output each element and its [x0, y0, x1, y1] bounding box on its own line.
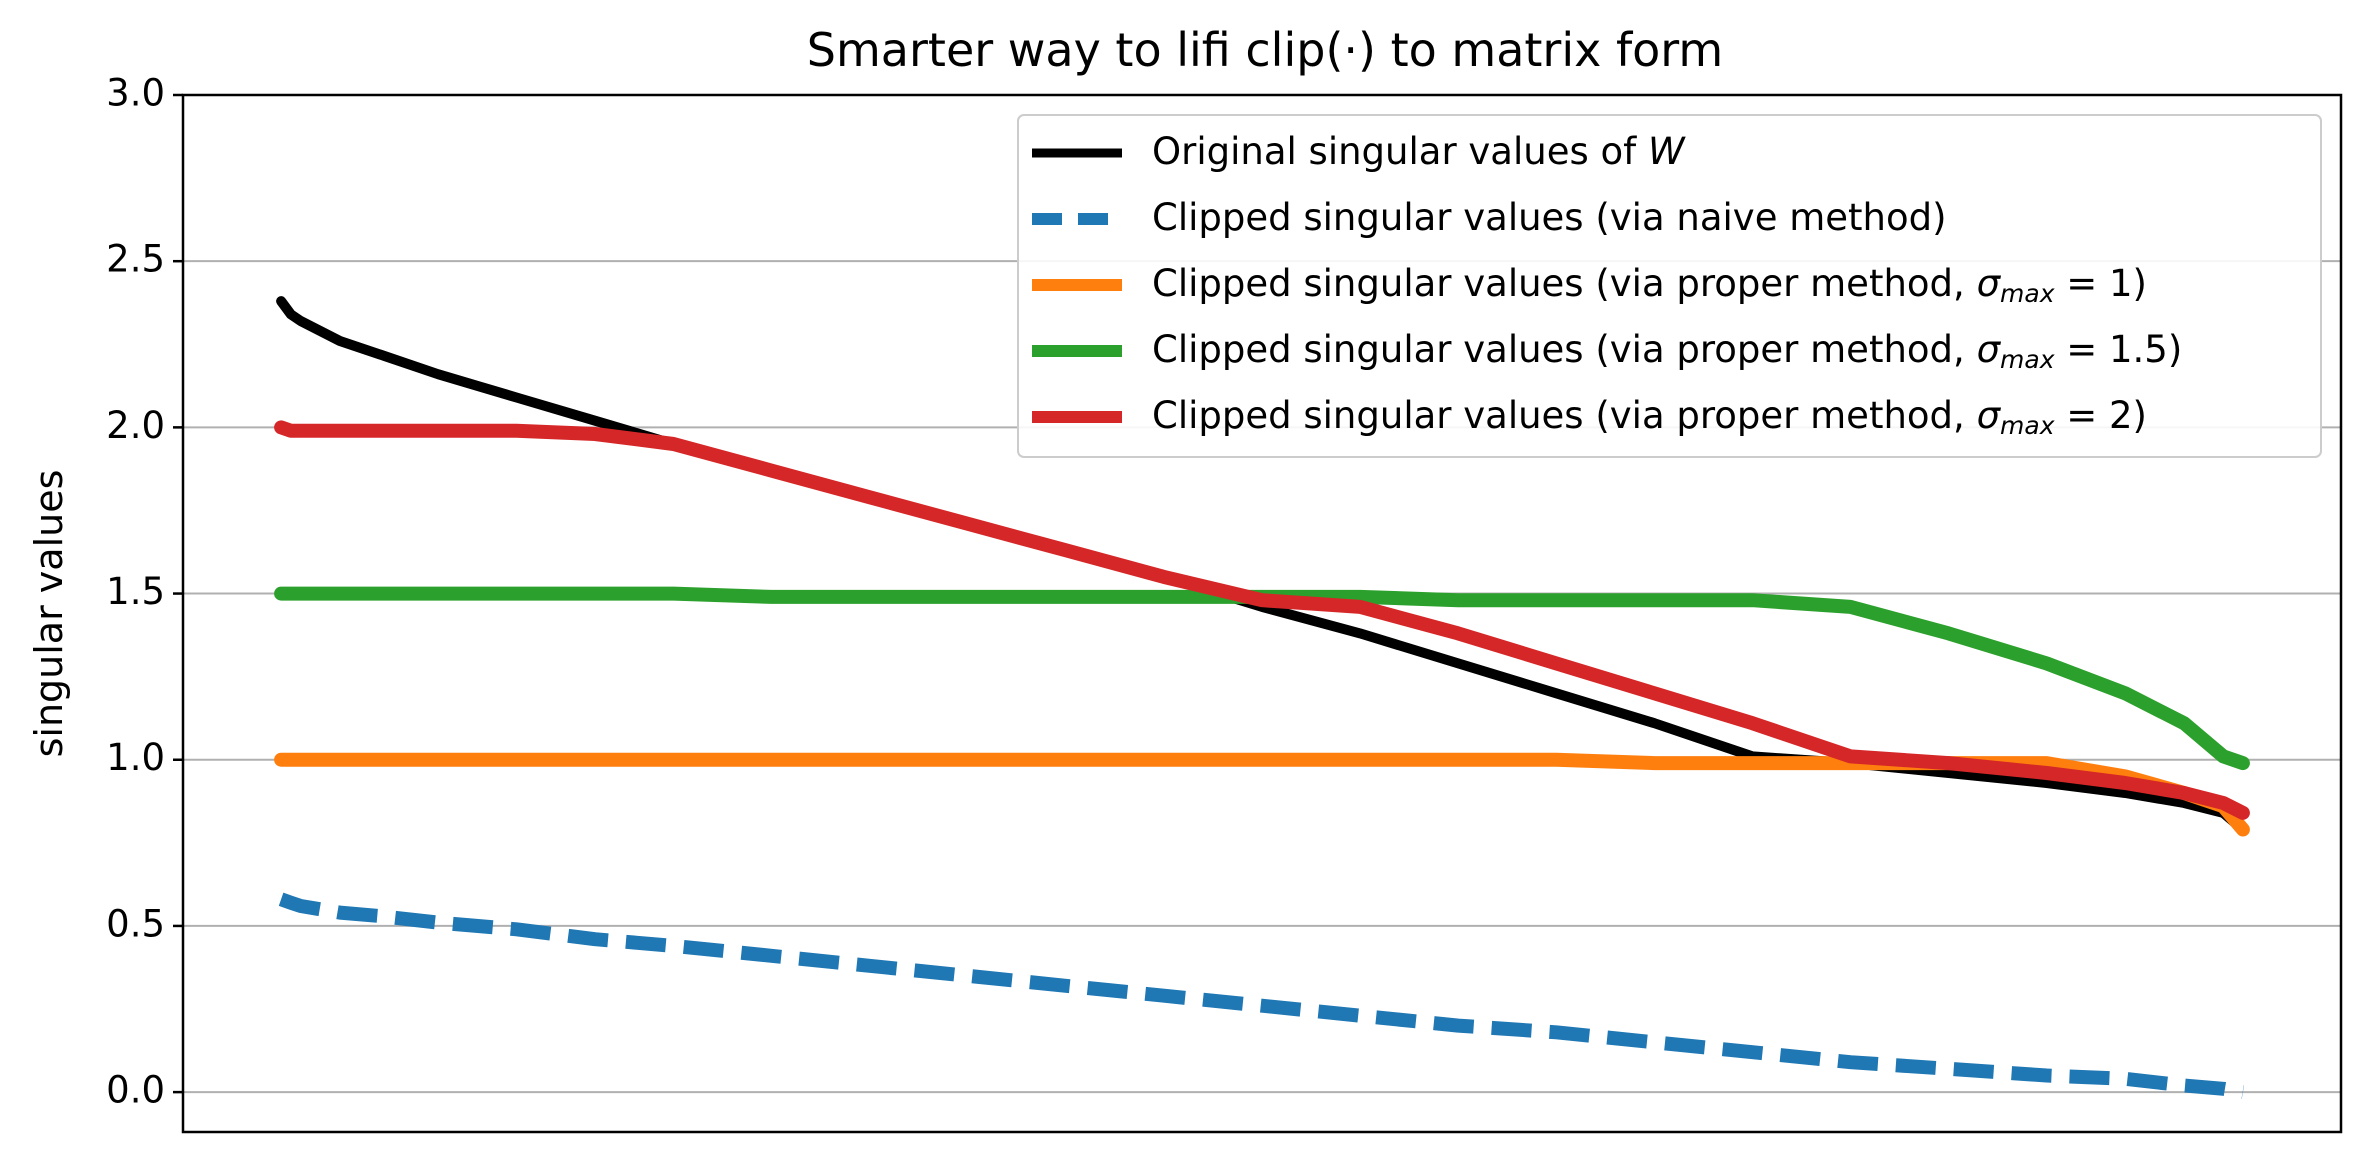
legend-box — [1017, 114, 2322, 458]
plot-area — [274, 296, 2250, 1100]
legend-label-1: Original singular values of W — [1152, 130, 1686, 173]
y-tick-label: 0.5 — [106, 902, 165, 945]
legend: Original singular values of W Clipped sin… — [1017, 114, 2322, 458]
legend-label-2: Clipped singular values (via naive metho… — [1152, 196, 1947, 239]
series-line-2 — [278, 892, 2245, 1100]
series-line-5 — [274, 420, 2250, 820]
y-tick-label: 1.5 — [106, 570, 165, 613]
y-tick-label: 2.5 — [106, 238, 165, 281]
y-axis-label: singular values — [27, 470, 71, 758]
legend-label-3: Clipped singular values (via proper meth… — [1152, 262, 2147, 309]
series-line-4 — [274, 586, 2250, 771]
legend-label-4: Clipped singular values (via proper meth… — [1152, 328, 2182, 375]
y-tick-label: 3.0 — [106, 72, 165, 115]
plot-frame — [181, 93, 2343, 1134]
y-tick-label: 1.0 — [106, 736, 165, 779]
y-axis-ticks: 0.0 0.5 1.0 1.5 2.0 2.5 3.0 — [106, 72, 183, 1112]
legend-label-5: Clipped singular values (via proper meth… — [1152, 394, 2147, 441]
y-tick-label: 2.0 — [106, 404, 165, 447]
y-tick-label: 0.0 — [106, 1069, 165, 1112]
chart-title: Smarter way to lifi clip(·) to matrix fo… — [807, 23, 1723, 77]
